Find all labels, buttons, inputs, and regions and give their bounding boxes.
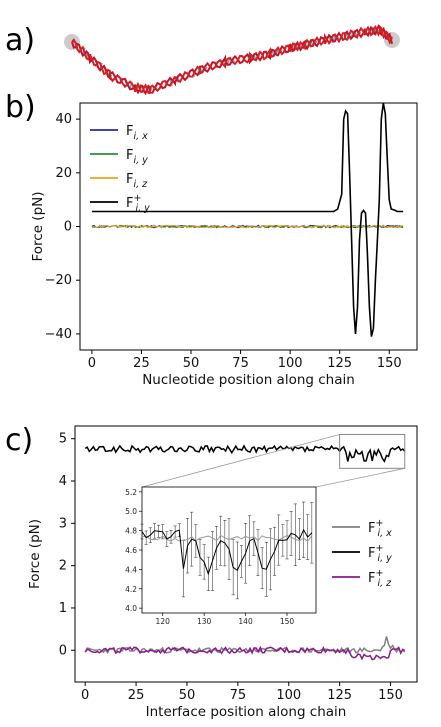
inset-series-gray bbox=[141, 534, 313, 542]
inset-y-tick-label-3: 4.6 bbox=[125, 546, 137, 555]
x-tick-label-c-2: 50 bbox=[179, 688, 196, 703]
x-tick-label-b-5: 125 bbox=[327, 356, 352, 371]
y-tick-label-c-1: 4 bbox=[59, 474, 67, 489]
x-axis-label-c: Interface position along chain bbox=[146, 704, 347, 720]
y-tick-label-b-2: 0 bbox=[64, 220, 72, 235]
y-tick-label-c-0: 5 bbox=[59, 432, 67, 447]
inset-y-tick-label-2: 4.4 bbox=[125, 565, 137, 574]
plot-frame-c bbox=[74, 425, 418, 683]
x-tick-label-b-2: 50 bbox=[183, 356, 200, 371]
dna-chain-illustration bbox=[64, 24, 400, 96]
legend-label-c-1: F+ i, y bbox=[368, 543, 392, 564]
x-tick-label-b-0: 0 bbox=[88, 356, 96, 371]
zoom-connector-right bbox=[315, 467, 405, 488]
y-tick-label-c-3: 2 bbox=[59, 559, 67, 574]
y-tick-label-b-4: −40 bbox=[45, 327, 72, 342]
x-tick-label-c-3: 75 bbox=[230, 688, 247, 703]
legend-label-c-0: F+ i, x bbox=[368, 518, 392, 539]
x-tick-label-b-4: 100 bbox=[278, 356, 303, 371]
series-line-c-2 bbox=[84, 645, 406, 661]
x-tick-label-b-1: 25 bbox=[133, 356, 150, 371]
series-line-c-1 bbox=[84, 444, 406, 463]
inset-x-tick-label-3: 150 bbox=[280, 617, 295, 626]
y-tick-label-c-4: 1 bbox=[59, 601, 67, 616]
x-tick-label-c-1: 25 bbox=[128, 688, 145, 703]
legend-label-c-2: F+ i, z bbox=[368, 568, 392, 589]
inset-x-tick-label-0: 120 bbox=[156, 617, 171, 626]
y-axis-label-c: Force (pN) bbox=[27, 519, 43, 589]
inset-series-black bbox=[141, 528, 313, 576]
panel-label-a: a) bbox=[5, 23, 35, 58]
y-tick-label-c-5: 0 bbox=[59, 643, 67, 658]
panel-label-c: c) bbox=[5, 423, 33, 458]
inset-y-tick-label-5: 5.0 bbox=[125, 507, 137, 516]
x-axis-label-b: Nucleotide position along chain bbox=[142, 372, 355, 388]
y-tick-label-b-1: 20 bbox=[55, 166, 72, 181]
legend-label-b-2: Fi, z bbox=[126, 172, 148, 190]
inset-x-tick-label-1: 130 bbox=[197, 617, 212, 626]
x-tick-label-c-6: 150 bbox=[378, 688, 403, 703]
inset-y-tick-label-1: 4.2 bbox=[125, 585, 137, 594]
y-tick-label-b-3: −20 bbox=[45, 273, 72, 288]
panel-label-b: b) bbox=[5, 90, 36, 125]
series-line-b-3 bbox=[91, 102, 404, 337]
x-tick-label-c-5: 125 bbox=[327, 688, 352, 703]
chart-b: 0 25 50 75 100 125 150 40 20 0 −20 −40 Nucleotide po… bbox=[30, 102, 418, 388]
legend-label-b-1: Fi, y bbox=[126, 148, 148, 166]
inset-y-tick-label-0: 4.0 bbox=[125, 604, 137, 613]
inset-y-tick-label-6: 5.2 bbox=[125, 488, 137, 497]
x-tick-label-b-6: 150 bbox=[377, 356, 402, 371]
y-tick-label-b-0: 40 bbox=[55, 112, 72, 127]
legend-label-b-0: Fi, x bbox=[126, 124, 148, 142]
inset-y-tick-label-4: 4.8 bbox=[125, 527, 137, 536]
chart-c: 0 25 50 75 100 125 150 5 4 3 2 1 0 Interface position… bbox=[27, 425, 418, 720]
y-tick-label-c-2: 3 bbox=[59, 516, 67, 531]
inset-x-tick-label-2: 140 bbox=[238, 617, 253, 626]
zoom-connector-left bbox=[141, 434, 340, 488]
x-tick-label-c-4: 100 bbox=[276, 688, 301, 703]
strand-2 bbox=[71, 24, 393, 95]
y-axis-label-b: Force (pN) bbox=[30, 191, 46, 261]
x-tick-label-b-3: 75 bbox=[232, 356, 249, 371]
zoom-box bbox=[339, 433, 406, 469]
x-tick-label-c-0: 0 bbox=[81, 688, 89, 703]
legend-label-b-3: F+ i, y bbox=[126, 193, 150, 214]
